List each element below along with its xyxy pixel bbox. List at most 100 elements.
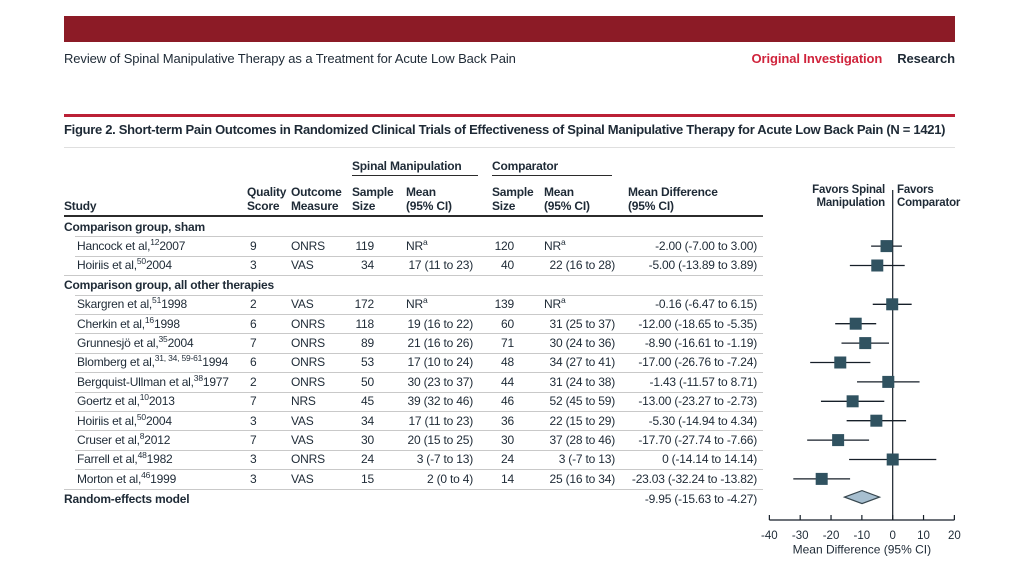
cell-outcome-measure: NRS bbox=[291, 394, 316, 409]
cell-outcome-measure: VAS bbox=[291, 413, 314, 428]
x-axis-tick-label: 0 bbox=[889, 530, 895, 542]
group-header-row: Comparison group, all other therapies bbox=[0, 275, 1018, 294]
cell-outcome-measure: VAS bbox=[291, 471, 314, 486]
cell-sm-sample-size: 50 bbox=[361, 374, 374, 389]
group-header-row: Comparison group, sham bbox=[0, 219, 1018, 237]
study-row: Cruser et al, 8 2012 7 VAS 30 20 (15 to 25) 30… bbox=[0, 430, 1018, 449]
cell-mean-difference: -5.30 (-14.94 to 4.34) bbox=[648, 413, 758, 428]
row-separator-line bbox=[75, 391, 763, 393]
cell-comparator-sample-size: 139 bbox=[494, 297, 515, 312]
cell-outcome-measure: VAS bbox=[291, 297, 314, 312]
cell-mean-difference: 0 (-14.14 to 14.14) bbox=[662, 452, 757, 467]
cell-comparator-mean: 25 (16 to 34) bbox=[549, 471, 616, 486]
cell-sm-sample-size: 53 bbox=[361, 355, 374, 370]
cell-comparator-sample-size: 46 bbox=[501, 394, 514, 409]
cell-outcome-measure: ONRS bbox=[291, 316, 325, 331]
cell-quality-score: 3 bbox=[250, 258, 257, 273]
cell-sm-mean: 2 (0 to 4) bbox=[426, 471, 473, 486]
cell-quality-score: 7 bbox=[250, 433, 257, 448]
cell-outcome-measure: ONRS bbox=[291, 239, 325, 254]
figure-title-rule bbox=[64, 114, 955, 117]
cell-mean-difference: -17.70 (-27.74 to -7.66) bbox=[638, 433, 757, 448]
row-separator-line bbox=[75, 352, 763, 354]
cell-study: Skargren et al, 51 1998 bbox=[77, 295, 188, 312]
cell-outcome-measure: ONRS bbox=[291, 374, 325, 389]
cell-outcome-measure: VAS bbox=[291, 433, 314, 448]
row-separator-line bbox=[75, 236, 763, 238]
cell-comparator-sample-size: 44 bbox=[501, 374, 514, 389]
cell-sm-mean: 17 (11 to 23) bbox=[408, 413, 473, 428]
running-head: Review of Spinal Manipulative Therapy as… bbox=[64, 51, 955, 66]
cell-comparator-mean: 31 (24 to 38) bbox=[549, 374, 616, 389]
cell-study: Cherkin et al, 16 1998 bbox=[77, 314, 180, 331]
favors-comparator-label: Favors Comparator bbox=[897, 184, 961, 209]
row-separator-line bbox=[75, 430, 763, 432]
figure-title: Figure 2. Short-term Pain Outcomes in Ra… bbox=[64, 122, 946, 137]
cell-comparator-mean: 37 (28 to 46) bbox=[549, 433, 616, 448]
cell-study: Bergquist-Ullman et al, 38 1977 bbox=[77, 372, 229, 389]
header-outcome-measure: Outcome Measure bbox=[291, 185, 342, 213]
cell-sm-sample-size: 172 bbox=[354, 297, 375, 312]
cell-quality-score: 7 bbox=[250, 336, 257, 351]
x-axis-tick-label: -30 bbox=[792, 530, 809, 542]
cell-outcome-measure: ONRS bbox=[291, 336, 325, 351]
study-row: Farrell et al, 48 1982 3 ONRS 24 3 (-7 to 13)… bbox=[0, 450, 1018, 469]
cell-sm-mean: NR a bbox=[406, 237, 428, 254]
cell-sm-sample-size: 45 bbox=[361, 394, 374, 409]
x-axis-tick-label: -40 bbox=[761, 530, 778, 542]
cell-mean-difference: -23.03 (-32.24 to -13.82) bbox=[631, 471, 757, 486]
header-mean-difference: Mean Difference (95% CI) bbox=[628, 185, 718, 213]
cell-sm-sample-size: 24 bbox=[361, 452, 374, 467]
cell-study: Blomberg et al, 31, 34, 59-61 1994 bbox=[77, 353, 229, 370]
column-group-comparator: Comparator bbox=[492, 159, 612, 176]
cell-comparator-sample-size: 36 bbox=[501, 413, 514, 428]
header-mean-sm: Mean (95% CI) bbox=[406, 185, 452, 213]
cell-study: Grunnesjö et al, 35 2004 bbox=[77, 334, 194, 351]
cell-study: Hoiriis et al, 50 2004 bbox=[77, 411, 172, 428]
cell-comparator-mean: 31 (25 to 37) bbox=[549, 316, 616, 331]
category-research: Research bbox=[897, 51, 955, 66]
row-separator-line bbox=[75, 469, 763, 471]
cell-mean-difference: -0.16 (-6.47 to 6.15) bbox=[655, 297, 757, 312]
cell-study: Hoiriis et al, 50 2004 bbox=[77, 256, 172, 273]
summary-label: Random-effects model bbox=[64, 491, 190, 506]
cell-comparator-sample-size: 120 bbox=[494, 239, 515, 254]
cell-sm-mean: 21 (16 to 26) bbox=[407, 336, 474, 351]
cell-comparator-sample-size: 71 bbox=[501, 336, 514, 351]
row-separator-line bbox=[64, 488, 763, 490]
cell-sm-sample-size: 89 bbox=[361, 336, 374, 351]
cell-comparator-mean: NR a bbox=[544, 295, 566, 312]
cell-quality-score: 2 bbox=[250, 297, 257, 312]
cell-mean-difference: -17.00 (-26.76 to -7.24) bbox=[638, 355, 757, 370]
cell-comparator-mean: NR a bbox=[544, 237, 566, 254]
cell-sm-mean: 39 (32 to 46) bbox=[407, 394, 474, 409]
cell-comparator-sample-size: 40 bbox=[501, 258, 514, 273]
favors-spinal-manipulation-label: Favors Spinal Manipulation bbox=[812, 184, 885, 209]
cell-mean-difference: -12.00 (-18.65 to -5.35) bbox=[638, 316, 757, 331]
cell-sm-sample-size: 15 bbox=[361, 471, 374, 486]
cell-outcome-measure: ONRS bbox=[291, 355, 325, 370]
cell-sm-mean: 20 (15 to 25) bbox=[407, 433, 474, 448]
cell-quality-score: 3 bbox=[250, 413, 257, 428]
study-row: Skargren et al, 51 1998 2 VAS 172 NR a 139 NR a -0… bbox=[0, 295, 1018, 314]
row-separator-line bbox=[75, 294, 763, 296]
row-separator-line bbox=[75, 255, 763, 257]
cell-study: Cruser et al, 8 2012 bbox=[77, 431, 171, 448]
cell-mean-difference: -1.43 (-11.57 to 8.71) bbox=[649, 374, 758, 389]
figure-title-underline bbox=[64, 147, 955, 148]
cell-quality-score: 6 bbox=[250, 355, 257, 370]
running-head-title: Review of Spinal Manipulative Therapy as… bbox=[64, 51, 516, 66]
x-axis-tick-label: 10 bbox=[917, 530, 930, 542]
summary-mean-difference: -9.95 (-15.63 to -4.27) bbox=[644, 491, 757, 506]
cell-comparator-sample-size: 30 bbox=[501, 433, 514, 448]
cell-quality-score: 2 bbox=[250, 374, 257, 389]
cell-study: Farrell et al, 48 1982 bbox=[77, 450, 173, 467]
header-quality-score: Quality Score bbox=[247, 185, 287, 213]
x-axis-tick-label: -20 bbox=[823, 530, 840, 542]
masthead-bar bbox=[64, 16, 955, 42]
row-separator-line bbox=[75, 372, 763, 374]
x-axis-tick-label: 20 bbox=[948, 530, 961, 542]
table-header-rule bbox=[64, 215, 763, 217]
cell-sm-sample-size: 34 bbox=[361, 413, 374, 428]
